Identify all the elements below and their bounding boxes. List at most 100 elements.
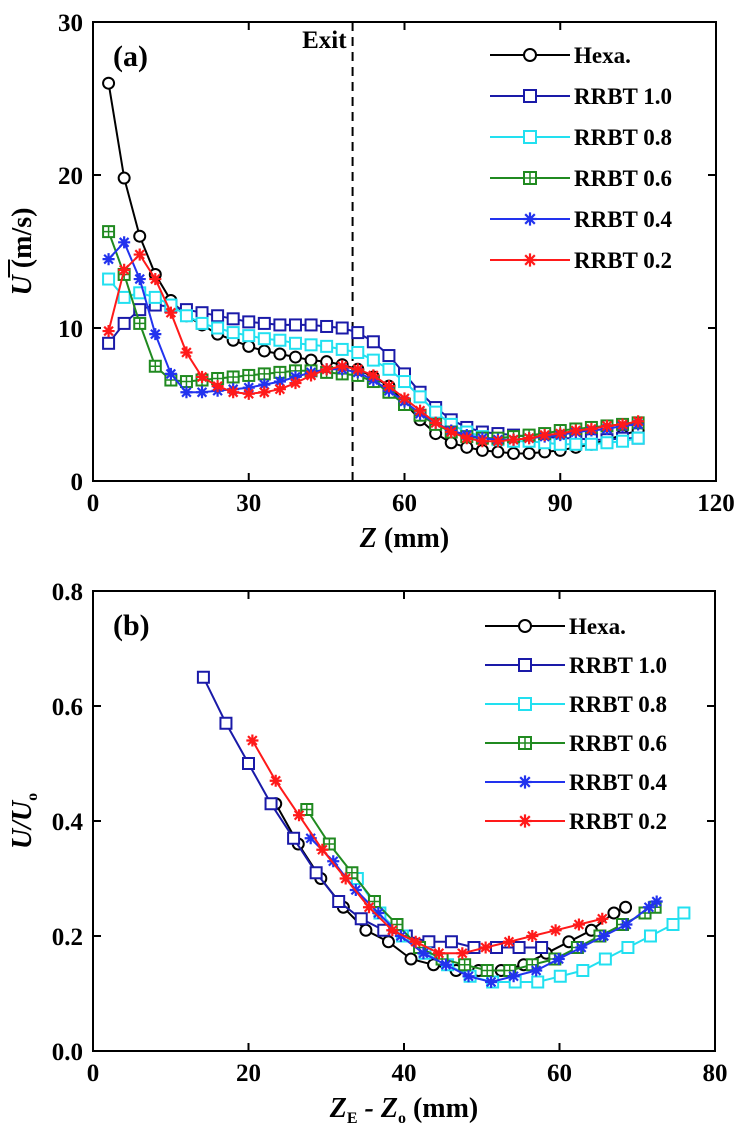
data-point [538, 429, 551, 442]
data-point [242, 339, 256, 353]
y-tick-label: 10 [58, 316, 83, 343]
marker-cross [346, 867, 358, 879]
data-point [362, 901, 376, 914]
data-point [292, 809, 306, 822]
data-point [102, 325, 115, 338]
data-point [575, 941, 588, 954]
data-point [102, 225, 116, 239]
data-point [288, 350, 302, 364]
data-point [552, 952, 565, 966]
data-point [479, 941, 492, 954]
data-point [287, 831, 301, 845]
data-point [444, 935, 458, 949]
marker-cross [459, 959, 471, 971]
marker-cross [103, 226, 115, 238]
data-point [507, 970, 520, 983]
marker-cross [243, 369, 255, 381]
data-point [507, 433, 520, 446]
marker-cross [323, 838, 335, 850]
legend-marker [518, 736, 532, 750]
data-point [429, 416, 442, 429]
data-point [381, 935, 395, 949]
data-point [102, 336, 116, 350]
data-point [320, 339, 334, 353]
data-point [597, 929, 610, 943]
data-point [332, 895, 346, 908]
data-point [133, 286, 147, 300]
legend-entry: RRBT 0.2 [574, 248, 672, 273]
data-point [258, 378, 271, 391]
data-point [133, 316, 147, 330]
data-point [476, 435, 489, 448]
data-point [304, 338, 318, 352]
data-point [467, 941, 481, 954]
data-point [432, 947, 446, 960]
data-point [512, 941, 526, 954]
data-point [257, 344, 271, 358]
data-point [102, 76, 116, 90]
data-point [257, 316, 271, 330]
data-point [445, 425, 458, 439]
data-point [351, 363, 364, 376]
data-point [584, 437, 598, 451]
data-point [289, 377, 302, 390]
data-point [456, 947, 469, 960]
legend-marker [523, 212, 537, 226]
legend-marker [518, 697, 532, 711]
data-point [117, 171, 131, 185]
data-point [367, 369, 380, 382]
data-point [535, 941, 549, 954]
data-point [226, 326, 240, 340]
data-point [409, 935, 422, 948]
data-point [133, 229, 147, 243]
marker-cross [524, 172, 536, 184]
data-point [322, 837, 336, 851]
data-point [148, 290, 162, 304]
data-point [351, 326, 365, 340]
x-tick-label: 20 [236, 1060, 261, 1087]
data-point [227, 386, 240, 399]
panel-label: (a) [113, 40, 148, 73]
data-point [242, 757, 255, 770]
y-tick-label: 0 [71, 469, 84, 496]
data-point [288, 336, 302, 350]
data-point [149, 272, 162, 286]
marker-cross [519, 737, 531, 749]
data-point [386, 924, 399, 937]
data-point [585, 422, 598, 436]
data-point [598, 952, 612, 966]
x-axis-label: ZE - Zo (mm) [329, 1093, 479, 1127]
panel-label: (b) [113, 609, 150, 642]
data-point [366, 353, 380, 367]
data-point [117, 290, 131, 304]
data-point [572, 918, 585, 931]
data-point [242, 387, 255, 400]
data-point [413, 390, 427, 404]
data-point [429, 405, 443, 419]
data-point [522, 446, 536, 460]
legend-marker [518, 814, 532, 828]
marker-cross [368, 896, 380, 907]
data-point [417, 947, 430, 960]
data-point [118, 263, 131, 276]
data-point [576, 964, 590, 977]
marker-cross [301, 804, 313, 815]
data-point [530, 964, 543, 977]
legend-marker [523, 130, 537, 144]
data-point [149, 328, 162, 341]
data-point [102, 272, 116, 286]
data-point [460, 432, 473, 445]
series-3 [102, 225, 645, 445]
chart-b: 0 20 40 60 80 0.0 0.2 0.4 0.6 0.8 (b) Hexa. RRBT 1.0… [7, 579, 728, 1127]
y-tick-label: 0.2 [52, 924, 83, 951]
data-point [327, 855, 340, 868]
legend-entry: RRBT 0.4 [574, 207, 672, 232]
data-point [246, 734, 259, 747]
data-point [404, 952, 418, 966]
data-point [359, 923, 373, 937]
exit-label: Exit [302, 27, 347, 54]
x-tick-label: 0 [87, 1060, 100, 1087]
x-tick-label: 40 [392, 1060, 417, 1087]
data-point [242, 315, 256, 329]
